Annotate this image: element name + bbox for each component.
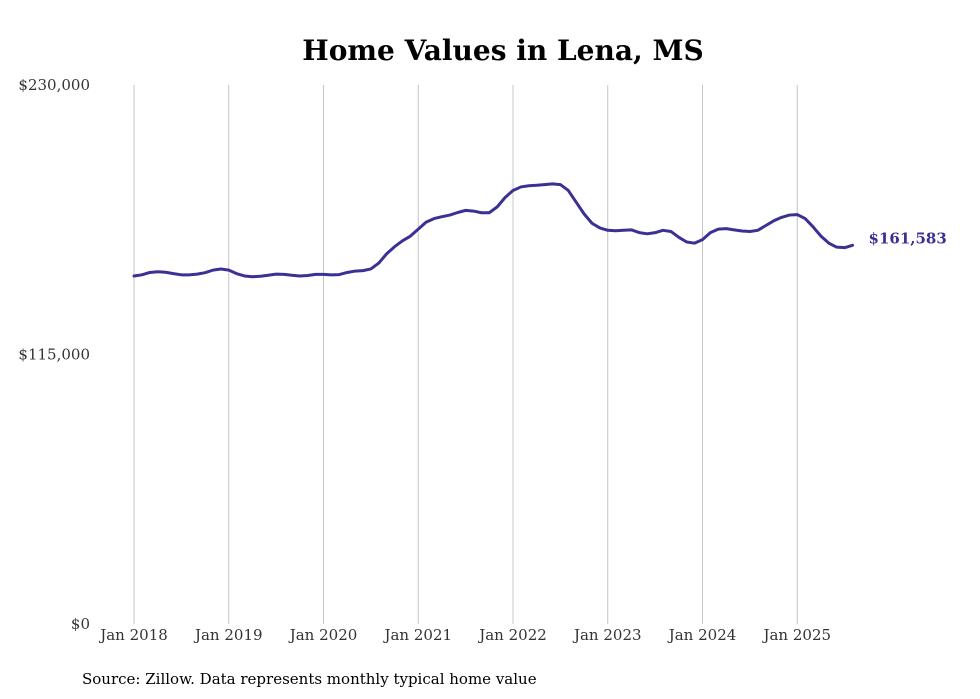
gridlines bbox=[133, 85, 798, 624]
x-tick-label: Jan 2018 bbox=[98, 626, 168, 644]
x-tick-label: Jan 2025 bbox=[761, 626, 831, 644]
chart-title: Home Values in Lena, MS bbox=[302, 34, 703, 67]
source-note: Source: Zillow. Data represents monthly … bbox=[82, 670, 537, 688]
x-tick-label: Jan 2024 bbox=[667, 626, 737, 644]
y-tick-label: $115,000 bbox=[18, 346, 90, 364]
y-tick-label: $0 bbox=[71, 615, 90, 633]
x-axis: Jan 2018 Jan 2019 Jan 2020 Jan 2021 Jan 2022… bbox=[98, 626, 831, 644]
series-line bbox=[132, 182, 855, 279]
x-tick-label: Jan 2019 bbox=[193, 626, 263, 644]
x-tick-label: Jan 2020 bbox=[288, 626, 358, 644]
x-tick-label: Jan 2023 bbox=[572, 626, 642, 644]
y-tick-label: $230,000 bbox=[18, 76, 90, 94]
end-value-label: $161,583 bbox=[869, 229, 947, 247]
x-tick-label: Jan 2022 bbox=[477, 626, 547, 644]
y-axis: $0 $115,000 $230,000 bbox=[18, 76, 90, 633]
x-tick-label: Jan 2021 bbox=[382, 626, 452, 644]
